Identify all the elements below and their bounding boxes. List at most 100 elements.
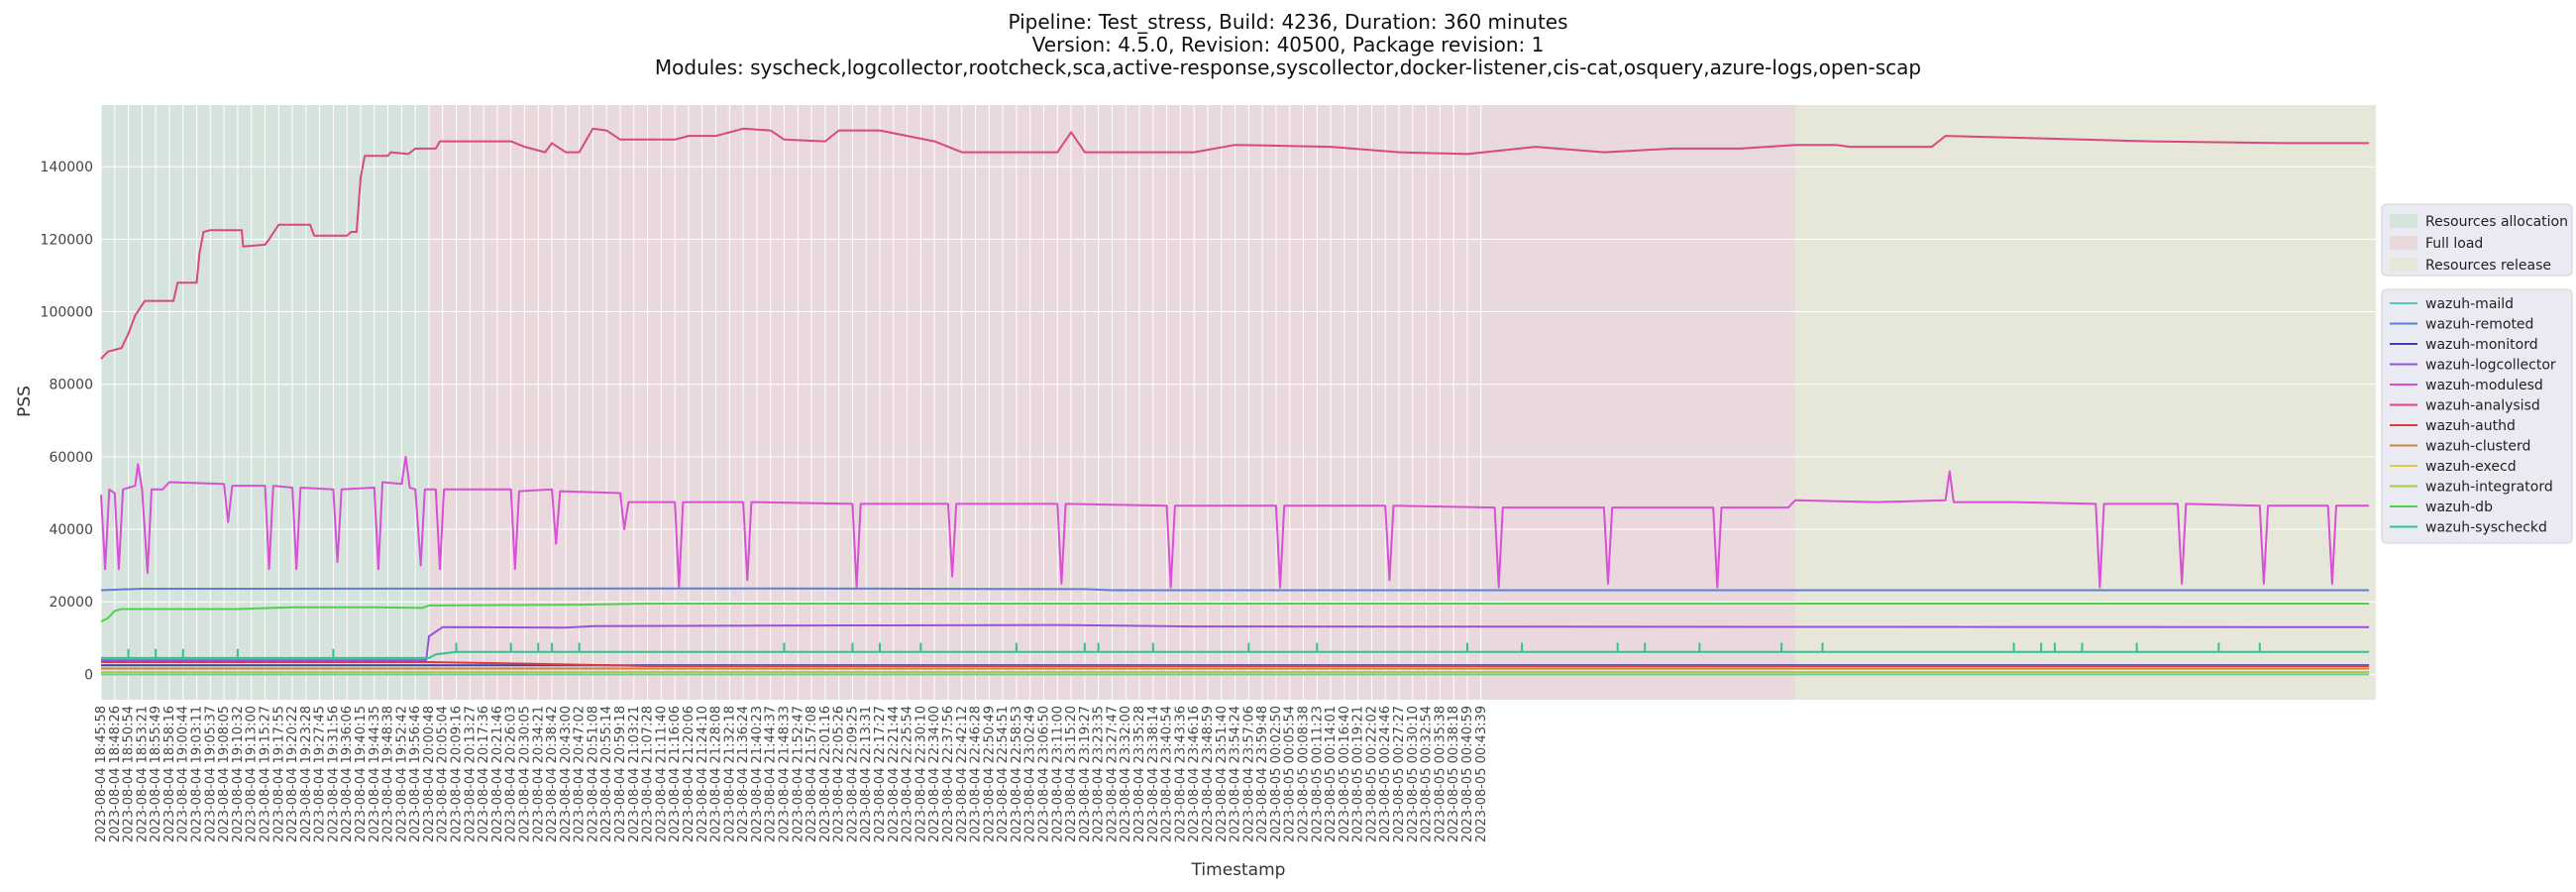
x-tick-label: 2023-08-04 20:34:21 (531, 706, 546, 842)
x-tick-label: 2023-08-04 19:00:44 (176, 706, 191, 842)
legend-series-label: wazuh-execd (2425, 459, 2517, 475)
phase-band-2 (1794, 105, 2376, 700)
legend-series-label: wazuh-monitord (2425, 337, 2538, 353)
x-tick-label: 2023-08-04 21:32:18 (722, 706, 737, 842)
x-tick-label: 2023-08-04 22:21:44 (887, 706, 902, 842)
legend-series-label: wazuh-integratord (2425, 480, 2553, 496)
series-line-wazuh-analysisd (100, 127, 2370, 360)
y-tick-label: 0 (84, 667, 93, 683)
x-tick-label: 2023-08-04 20:26:03 (504, 706, 519, 842)
legend-series-label: wazuh-modulesd (2425, 378, 2543, 393)
y-tick-label: 100000 (41, 305, 93, 321)
x-tick-label: 2023-08-04 19:56:46 (408, 706, 423, 842)
chart-title-line-1: Pipeline: Test_stress, Build: 4236, Dura… (1008, 10, 1568, 34)
x-tick-label: 2023-08-04 21:52:47 (791, 706, 805, 842)
x-tick-label: 2023-08-05 00:05:54 (1283, 706, 1298, 842)
x-tick-label: 2023-08-04 23:38:14 (1146, 706, 1161, 842)
legend-phase-swatch (2390, 236, 2417, 250)
x-tick-label: 2023-08-05 00:24:46 (1378, 706, 1393, 842)
x-tick-label: 2023-08-04 18:58:16 (162, 706, 177, 842)
x-tick-label: 2023-08-04 19:31:56 (326, 706, 341, 842)
x-tick-label: 2023-08-04 21:28:08 (709, 706, 724, 842)
x-tick-label: 2023-08-04 23:57:06 (1241, 706, 1256, 842)
x-tick-label: 2023-08-04 19:20:22 (285, 706, 300, 842)
x-tick-label: 2023-08-04 22:05:26 (832, 706, 847, 842)
x-tick-label: 2023-08-04 19:23:28 (299, 706, 314, 842)
series-line-wazuh-db (100, 603, 2370, 623)
x-tick-label: 2023-08-04 20:43:00 (559, 706, 574, 842)
x-tick-label: 2023-08-04 22:37:56 (941, 706, 956, 842)
x-tick-label: 2023-08-04 22:42:12 (955, 706, 970, 842)
x-tick-label: 2023-08-04 23:54:24 (1229, 706, 1243, 842)
x-tick-label: 2023-08-04 21:40:23 (750, 706, 765, 842)
x-tick-label: 2023-08-04 23:35:28 (1132, 706, 1147, 842)
x-tick-label: 2023-08-04 23:02:49 (1023, 706, 1038, 842)
x-tick-label: 2023-08-04 23:43:36 (1173, 706, 1188, 842)
x-tick-label: 2023-08-04 23:11:00 (1050, 706, 1065, 842)
x-tick-label: 2023-08-04 21:16:06 (668, 706, 683, 842)
x-tick-label: 2023-08-04 20:05:04 (436, 706, 451, 842)
x-tick-label: 2023-08-05 00:30:10 (1406, 706, 1421, 842)
series-line-wazuh-syscheckd (101, 650, 2370, 659)
chart-title-line-3: Modules: syscheck,logcollector,rootcheck… (654, 56, 1922, 79)
x-tick-label: 2023-08-04 21:57:08 (805, 706, 819, 842)
x-tick-label: 2023-08-04 18:45:58 (94, 706, 109, 842)
x-tick-label: 2023-08-04 20:13:27 (463, 706, 478, 842)
y-axis-label: PSS (15, 386, 35, 417)
series-line-wazuh-logcollector (101, 623, 2370, 662)
legend-phase-label: Resources allocation (2425, 214, 2568, 230)
x-tick-label: 2023-08-04 23:06:50 (1036, 706, 1051, 842)
x-tick-label: 2023-08-04 20:55:14 (599, 706, 614, 842)
x-tick-label: 2023-08-04 22:09:25 (845, 706, 860, 842)
legend-phase-label: Resources release (2425, 258, 2551, 274)
x-tick-label: 2023-08-04 21:24:10 (696, 706, 710, 842)
x-tick-label: 2023-08-05 00:35:38 (1433, 706, 1448, 842)
x-tick-label: 2023-08-05 00:08:38 (1297, 706, 1312, 842)
x-tick-label: 2023-08-04 18:53:21 (135, 706, 150, 842)
legend-series: wazuh-maild wazuh-remoted wazuh-monitord wa… (2381, 288, 2573, 544)
x-tick-label: 2023-08-04 22:34:00 (927, 706, 942, 842)
x-tick-label: 2023-08-04 18:50:54 (122, 706, 137, 842)
x-tick-label: 2023-08-04 22:50:49 (982, 706, 997, 842)
axes: 0 20000 40000 60000 80000 100000 120000 140000 2… (41, 160, 1489, 842)
x-tick-label: 2023-08-04 18:48:26 (108, 706, 123, 842)
x-tick-label: 2023-08-05 00:02:50 (1269, 706, 1284, 842)
x-tick-label: 2023-08-04 22:46:28 (969, 706, 984, 842)
x-tick-label: 2023-08-04 19:15:27 (258, 706, 272, 842)
x-tick-label: 2023-08-05 00:19:21 (1351, 706, 1366, 842)
x-tick-label: 2023-08-04 22:01:16 (818, 706, 833, 842)
x-tick-label: 2023-08-04 19:52:42 (394, 706, 409, 842)
x-tick-label: 2023-08-04 21:44:37 (764, 706, 779, 842)
y-tick-label: 140000 (41, 160, 93, 175)
x-axis-label: Timestamp (1191, 860, 1286, 880)
x-tick-label: 2023-08-05 00:22:02 (1364, 706, 1379, 842)
legend-phases-box (2381, 203, 2573, 277)
legend-series-label: wazuh-maild (2425, 296, 2514, 312)
x-tick-label: 2023-08-04 23:51:40 (1215, 706, 1230, 842)
x-tick-label: 2023-08-04 23:19:27 (1078, 706, 1093, 842)
legend-series-label: wazuh-db (2425, 500, 2493, 515)
legend-phases: Resources allocation Full load Resources r… (2381, 203, 2573, 277)
legend-series-label: wazuh-authd (2425, 418, 2516, 434)
legend-series-label: wazuh-logcollector (2425, 358, 2556, 374)
x-tick-label: 2023-08-04 22:30:10 (913, 706, 928, 842)
x-tick-label: 2023-08-05 00:40:59 (1460, 706, 1475, 842)
x-tick-label: 2023-08-04 19:17:55 (271, 706, 286, 842)
y-tick-label: 120000 (41, 232, 93, 248)
x-tick-label: 2023-08-04 21:11:40 (654, 706, 669, 842)
x-tick-label: 2023-08-04 22:58:53 (1010, 706, 1024, 842)
x-tick-label: 2023-08-04 19:27:45 (313, 706, 328, 842)
legend-series-box (2381, 288, 2573, 544)
y-tick-label: 60000 (49, 450, 93, 466)
x-tick-label: 2023-08-04 21:36:24 (736, 706, 751, 842)
x-tick-label: 2023-08-04 23:27:47 (1105, 706, 1120, 842)
x-tick-label: 2023-08-04 23:32:00 (1119, 706, 1133, 842)
x-tick-label: 2023-08-04 20:00:48 (422, 706, 437, 842)
series-line-wazuh-modulesd (100, 455, 2370, 589)
legend-series-label: wazuh-syscheckd (2425, 520, 2547, 536)
x-tick-label: 2023-08-04 22:25:54 (901, 706, 915, 842)
x-tick-label: 2023-08-04 20:09:16 (450, 706, 465, 842)
x-tick-label: 2023-08-05 00:16:40 (1338, 706, 1352, 842)
x-tick-label: 2023-08-05 00:32:54 (1420, 706, 1435, 842)
